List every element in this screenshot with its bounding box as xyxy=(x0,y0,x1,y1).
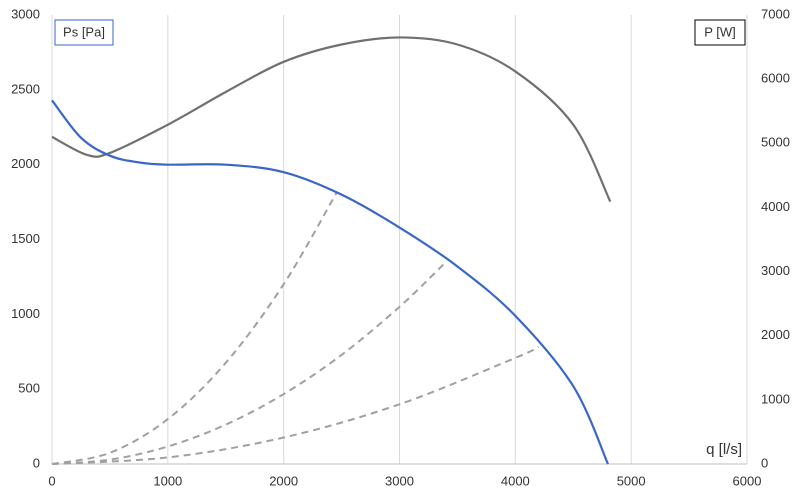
y2-tick-label: 1000 xyxy=(761,391,790,406)
y-tick-label: 2000 xyxy=(11,156,40,171)
y2-tick-label: 5000 xyxy=(761,135,790,150)
y-axis-label: Ps [Pa] xyxy=(63,24,105,39)
y2-tick-label: 7000 xyxy=(761,6,790,21)
y-tick-label: 1500 xyxy=(11,231,40,246)
series-line xyxy=(51,99,610,465)
x-tick-label: 5000 xyxy=(617,473,646,488)
system-curve xyxy=(51,261,447,465)
y2-tick-label: 4000 xyxy=(761,199,790,214)
x-tick-label: 1000 xyxy=(153,473,182,488)
system-curve xyxy=(51,191,338,465)
x-tick-label: 4000 xyxy=(501,473,530,488)
y2-axis-label: P [W] xyxy=(704,24,736,39)
y-tick-label: 1000 xyxy=(11,306,40,321)
x-tick-label: 2000 xyxy=(269,473,298,488)
x-tick-label: 6000 xyxy=(733,473,762,488)
y-tick-label: 2500 xyxy=(11,81,40,96)
x-axis-label: q [l/s] xyxy=(706,441,742,458)
system-curve xyxy=(51,346,539,465)
x-tick-label: 3000 xyxy=(385,473,414,488)
y2-tick-label: 2000 xyxy=(761,327,790,342)
y2-tick-label: 3000 xyxy=(761,263,790,278)
series-line xyxy=(51,36,612,203)
x-tick-label: 0 xyxy=(48,473,55,488)
y2-label-box xyxy=(694,19,746,46)
y2-tick-label: 0 xyxy=(761,455,768,470)
y-label-box xyxy=(54,19,114,46)
y-tick-label: 0 xyxy=(33,455,40,470)
y-tick-label: 500 xyxy=(18,381,40,396)
y-tick-label: 3000 xyxy=(11,6,40,21)
y2-tick-label: 6000 xyxy=(761,71,790,86)
